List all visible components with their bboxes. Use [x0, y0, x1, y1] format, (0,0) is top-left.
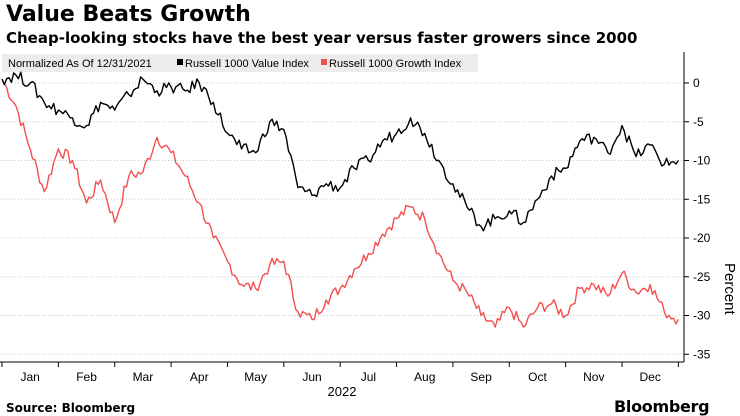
- value-series-line: [1, 71, 679, 232]
- source-note: Source: Bloomberg: [6, 401, 136, 415]
- x-tick-label: Aug: [414, 370, 435, 384]
- x-tick-label: Sep: [470, 370, 492, 384]
- x-tick-label: Feb: [76, 370, 97, 384]
- y-tick-label: 0: [693, 76, 700, 90]
- x-ticks: Jan Feb Mar Apr May Jun Jul Aug Sep Oct Nov Dec: [1, 362, 679, 384]
- legend-swatch-value: [177, 59, 183, 65]
- x-axis: Jan Feb Mar Apr May Jun Jul Aug Sep Oct Nov Dec 202…: [0, 361, 684, 396]
- y-tick-label: -35: [693, 347, 711, 361]
- legend-entry-growth: Russell 1000 Growth Index: [329, 58, 462, 70]
- legend-swatch-growth: [321, 59, 327, 65]
- y-tick-label: -25: [693, 270, 711, 284]
- x-tick-label: Apr: [190, 370, 209, 384]
- y-axis-label: Percent: [721, 263, 738, 316]
- x-tick-label: Jul: [361, 370, 376, 384]
- y-tick-label: -10: [693, 154, 711, 168]
- x-tick-label: Dec: [640, 370, 661, 384]
- y-tick-label: -20: [693, 231, 711, 245]
- legend-entry-value: Russell 1000 Value Index: [185, 58, 309, 70]
- x-tick-label: Jan: [21, 370, 40, 384]
- line-chart: Normalized As Of 12/31/2021 Russell 1000…: [0, 52, 738, 396]
- chart-title: Value Beats Growth: [6, 2, 251, 27]
- grid-lines: [0, 82, 684, 355]
- y-ticks: 0 -5 -10 -15 -20 -25 -30 -35: [684, 76, 711, 361]
- series-layer: [1, 71, 680, 328]
- x-tick-label: May: [244, 370, 267, 384]
- chart-subtitle: Cheap-looking stocks have the best year …: [6, 29, 638, 47]
- brand-logo: Bloomberg: [614, 397, 710, 416]
- legend-note: Normalized As Of 12/31/2021: [8, 58, 152, 70]
- y-axis: 0 -5 -10 -15 -20 -25 -30 -35 Percent: [683, 52, 738, 362]
- x-tick-label: Jun: [302, 370, 321, 384]
- x-tick-label: Nov: [583, 370, 604, 384]
- legend-background: [2, 54, 478, 72]
- growth-series-line: [1, 78, 680, 328]
- y-tick-label: -15: [693, 192, 711, 206]
- x-axis-label: 2022: [328, 384, 357, 396]
- legend: Normalized As Of 12/31/2021 Russell 1000…: [2, 54, 478, 72]
- x-tick-label: Mar: [133, 370, 154, 384]
- y-tick-label: -5: [693, 115, 704, 129]
- x-tick-label: Oct: [528, 370, 547, 384]
- y-tick-label: -30: [693, 309, 711, 323]
